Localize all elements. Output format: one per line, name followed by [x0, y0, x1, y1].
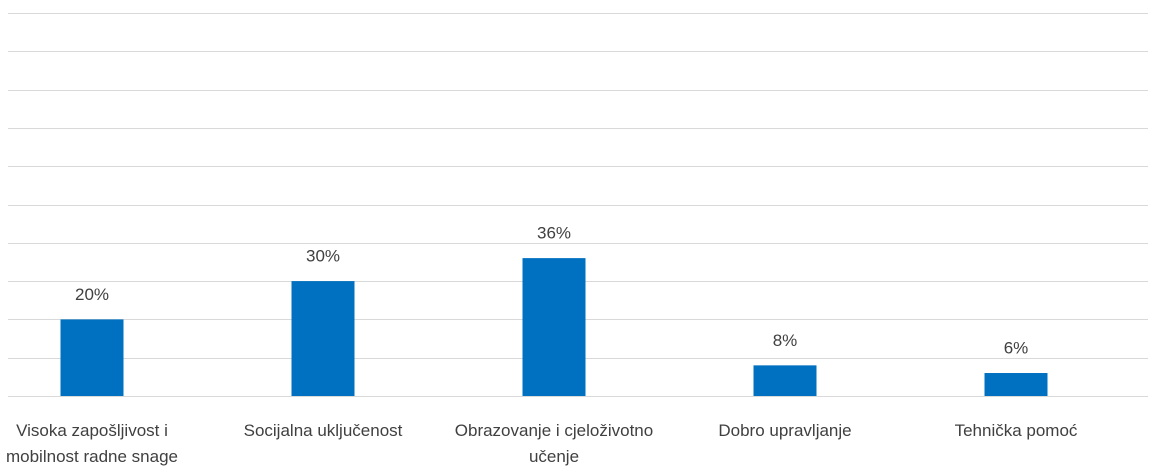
bar [291, 281, 355, 396]
data-label: 8% [773, 331, 798, 350]
data-label: 6% [1004, 339, 1029, 358]
data-label: 36% [537, 224, 571, 243]
bar [984, 373, 1048, 396]
bar [60, 319, 124, 396]
bar [753, 365, 817, 396]
bar [522, 258, 586, 396]
x-tick-label: Dobro upravljanje [718, 421, 851, 440]
data-label: 30% [306, 247, 340, 266]
data-label: 20% [75, 285, 109, 304]
x-tick-label: Tehnička pomoć [955, 421, 1078, 440]
x-tick-label: Socijalna uključenost [244, 421, 403, 440]
x-tick-label: Visoka zapošljivost i mobilnost radne sna… [6, 421, 178, 466]
x-tick-label: Obrazovanje i cjeloživotno učenje [455, 421, 653, 466]
